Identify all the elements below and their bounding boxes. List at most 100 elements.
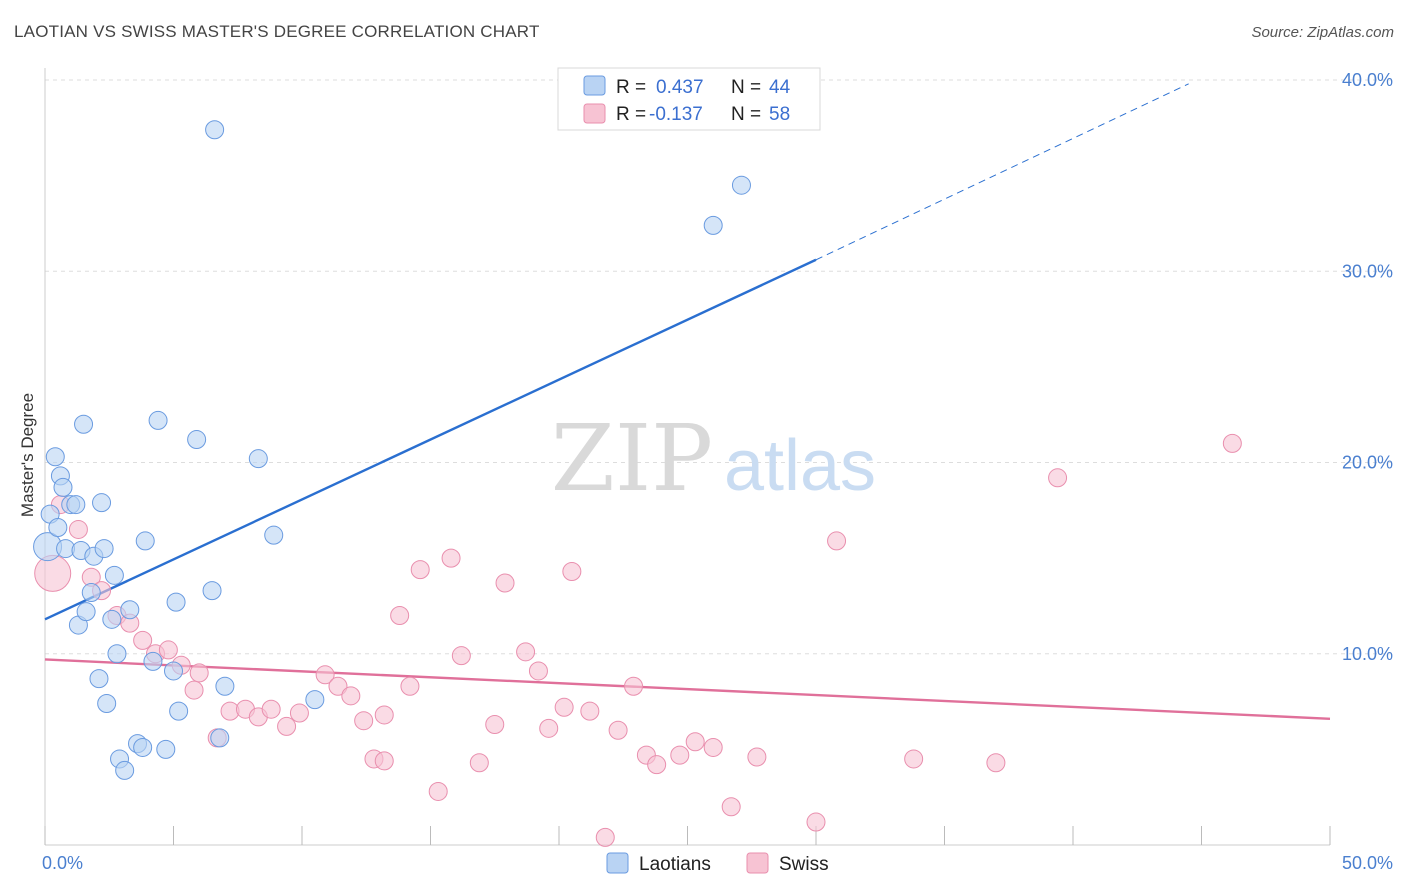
swiss-point <box>158 640 178 660</box>
x-tick-label: 50.0% <box>1342 853 1393 873</box>
y-tick-label: 10.0% <box>1342 644 1393 664</box>
swiss-point <box>374 705 394 725</box>
laotian-point <box>156 739 176 759</box>
correlation-legend: R = 0.437 N = 44 R = -0.137 N = 58 <box>557 67 821 131</box>
legend-swatch-swiss <box>583 103 606 124</box>
laotian-point <box>94 539 114 559</box>
laotian-point <box>89 669 109 689</box>
watermark-atlas: atlas <box>724 426 876 506</box>
swiss-point <box>703 737 723 757</box>
legend-r-label-2: R = <box>616 104 646 125</box>
swiss-point <box>441 548 461 568</box>
laotian-point <box>264 525 284 545</box>
series-legend-swiss: Swiss <box>779 854 829 875</box>
swiss-point <box>410 560 430 580</box>
laotian-point <box>248 449 268 469</box>
laotian-point <box>187 430 207 450</box>
swiss-point <box>34 554 72 592</box>
series-legend-laotians: Laotians <box>639 854 711 875</box>
laotian-point <box>148 410 168 430</box>
laotian-point <box>210 728 230 748</box>
y-tick-label: 30.0% <box>1342 261 1393 281</box>
swiss-point <box>595 827 615 847</box>
laotian-point <box>133 737 153 757</box>
laotian-point <box>731 175 751 195</box>
series-legend: Laotians Swiss <box>606 852 829 875</box>
swiss-point <box>1222 433 1242 453</box>
legend-r-value-2: -0.137 <box>649 104 703 125</box>
swiss-point <box>328 676 348 696</box>
laotian-point <box>202 581 222 601</box>
axes <box>44 68 1331 846</box>
swiss-point <box>904 749 924 769</box>
laotian-point <box>102 609 122 629</box>
swiss-point <box>554 697 574 717</box>
swiss-point <box>647 755 667 775</box>
swiss-point <box>1048 468 1068 488</box>
swiss-point <box>261 699 281 719</box>
swiss-point <box>806 812 826 832</box>
y-tick-label: 20.0% <box>1342 453 1393 473</box>
swiss-point <box>277 716 297 736</box>
swiss-point <box>670 745 690 765</box>
legend-n-value-1: 44 <box>769 77 791 98</box>
laotian-point <box>48 518 68 538</box>
laotian-point <box>115 760 135 780</box>
swiss-point <box>562 562 582 582</box>
legend-n-value-2: 58 <box>769 104 790 125</box>
laotian-point <box>107 644 127 664</box>
swiss-point <box>289 703 309 723</box>
watermark-zip: ZIP <box>551 405 713 512</box>
swiss-point <box>485 715 505 735</box>
laotian-point <box>703 215 723 235</box>
legend-r-value-1: 0.437 <box>656 77 704 98</box>
swiss-point <box>315 665 335 685</box>
laotian-point <box>92 493 112 513</box>
legend-n-label-1: N = <box>731 77 761 98</box>
laotian-point <box>120 600 140 620</box>
grid-lines <box>45 79 1392 655</box>
laotian-point <box>164 661 183 681</box>
watermark: ZIP atlas <box>551 405 876 512</box>
y-tick-label: 40.0% <box>1342 70 1393 90</box>
laotian-point <box>66 495 86 515</box>
swiss-point <box>189 663 209 683</box>
source-note: Source: ZipAtlas.com <box>1251 24 1394 41</box>
laotian-point <box>53 477 73 497</box>
swiss-trend-line <box>44 658 1331 720</box>
swiss-point <box>516 642 536 662</box>
swiss-point <box>624 676 644 696</box>
swiss-point <box>528 661 548 681</box>
swiss-point <box>986 753 1006 773</box>
laotian-point <box>45 447 65 467</box>
laotian-point <box>81 583 101 603</box>
swiss-point <box>747 747 767 767</box>
legend-swatch-laotians <box>583 75 606 96</box>
legend-r-label-1: R = <box>616 77 646 98</box>
swiss-point <box>354 711 374 731</box>
laotian-point <box>215 676 235 696</box>
chart-title: LAOTIAN VS SWISS MASTER'S DEGREE CORRELA… <box>14 22 540 41</box>
swiss-point <box>400 676 420 696</box>
swiss-point <box>451 646 471 666</box>
swiss-point <box>495 573 515 593</box>
swiss-point <box>390 606 410 625</box>
laotian-point <box>74 414 94 434</box>
laotian-point <box>169 701 189 721</box>
laotian-point <box>135 531 155 551</box>
swiss-point <box>539 718 559 738</box>
y-tick-labels: 10.0% 20.0% 30.0% 40.0% <box>1342 70 1393 664</box>
x-tick-labels: 0.0% 50.0% <box>42 853 1393 873</box>
swiss-point <box>580 701 600 721</box>
swiss-point <box>374 751 394 771</box>
swiss-point <box>68 519 88 539</box>
laotian-point <box>76 602 96 622</box>
series-legend-swatch-laotians <box>606 852 629 874</box>
laotian-point <box>166 592 186 612</box>
swiss-point <box>608 720 628 740</box>
swiss-point <box>685 732 705 752</box>
legend-n-label-2: N = <box>731 104 761 125</box>
laotian-point <box>205 120 225 140</box>
swiss-point <box>721 797 741 817</box>
